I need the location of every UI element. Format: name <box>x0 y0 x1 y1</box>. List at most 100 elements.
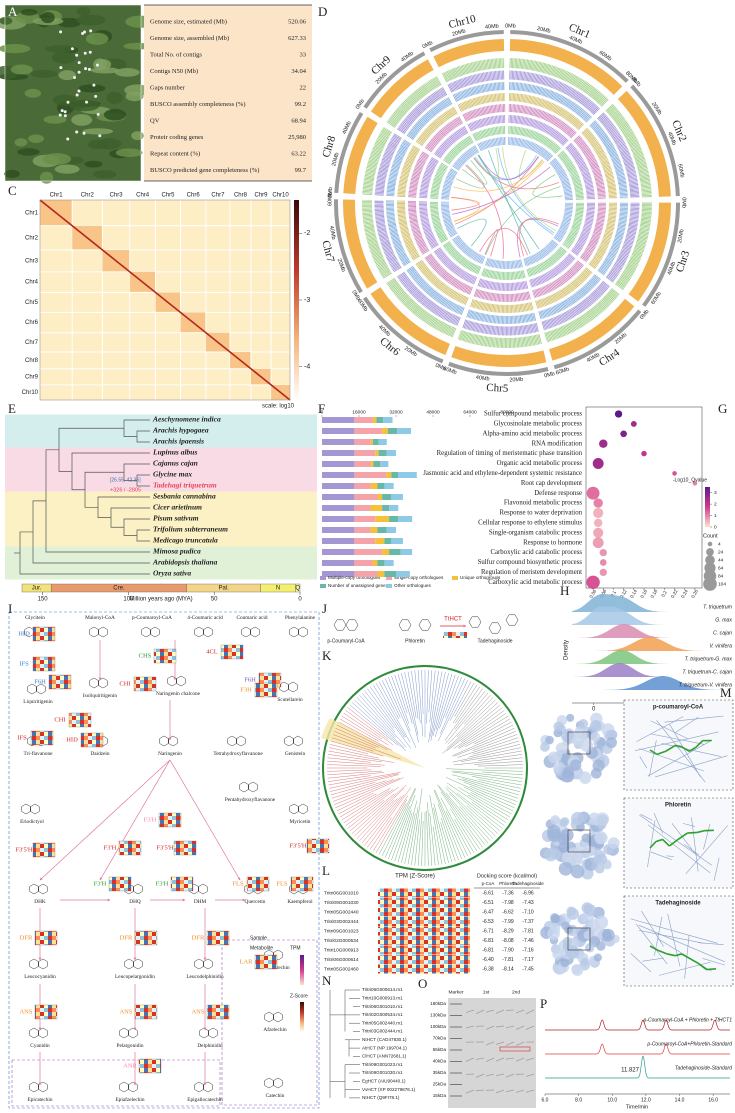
bar-segment <box>384 560 394 566</box>
go-dot <box>593 498 603 508</box>
protein-surface <box>593 953 602 962</box>
track-ring <box>441 201 458 238</box>
ligand <box>697 829 705 834</box>
track-ring <box>508 126 562 155</box>
compound-label: Catechin <box>266 1093 285 1099</box>
bar-segment <box>322 461 355 467</box>
tree-leaf <box>440 678 466 734</box>
compound-label: 4-Coumaric acid <box>187 615 223 621</box>
residue <box>639 814 712 866</box>
enzyme-label: IFS <box>19 660 29 667</box>
mb-tick-label: 0Mb <box>544 371 556 379</box>
chromosome-ideogram <box>510 30 629 83</box>
legend-label: TPM <box>290 945 301 951</box>
bar-segment <box>372 560 378 566</box>
protein-surface <box>560 828 574 842</box>
tree-leaf <box>444 688 483 741</box>
track-ring <box>430 162 449 200</box>
tree-leaf <box>345 787 399 826</box>
molecule-ring <box>273 1077 283 1089</box>
docking-score: -6.38 <box>482 966 494 972</box>
tree-leaf <box>469 785 516 805</box>
leaf <box>0 17 13 25</box>
ligand <box>666 953 676 957</box>
mb-tick-label: 40Mb <box>342 120 353 135</box>
leaf <box>78 84 106 93</box>
enzyme-label: F6H <box>244 676 256 683</box>
track-ring <box>362 126 393 196</box>
gene-change: +326 / -2805 <box>110 487 141 493</box>
table-label: Total No. of contigs <box>150 51 202 58</box>
tree-leaf <box>354 699 405 748</box>
ligand <box>649 840 657 849</box>
residue <box>638 924 725 963</box>
flower <box>75 53 79 57</box>
density-curve <box>572 663 732 677</box>
bar-segment <box>354 417 373 423</box>
docking-score: -7.99 <box>502 919 514 925</box>
tree-leaf <box>454 819 475 853</box>
tree-leaf <box>335 727 380 748</box>
gel-band <box>475 1009 485 1015</box>
table-value: 33 <box>300 51 307 58</box>
tpm-heatmap <box>378 945 470 955</box>
scale-label: scale: log10 <box>262 404 295 410</box>
panel-label: H <box>560 583 569 598</box>
synteny-link <box>502 147 556 231</box>
legend-label: Number of unassigned genes <box>328 583 389 588</box>
gene-label: Tritri06G001010.m1 <box>362 1004 403 1009</box>
photo-frame <box>4 4 142 182</box>
protein-surface <box>571 811 585 826</box>
ligand <box>681 745 690 752</box>
ligand <box>665 744 676 752</box>
expression-heatmap <box>206 1004 230 1020</box>
mb-tick-label: 20Mb <box>336 258 346 273</box>
hic-left-label: Chr7 <box>25 340 39 346</box>
table-value: 99.7 <box>295 167 307 174</box>
track-ring <box>386 200 411 267</box>
x-tick-label: 0.16 <box>639 588 648 599</box>
series-label: T. triquetrum-C. cajan <box>682 669 732 675</box>
tree-leaf <box>372 795 408 852</box>
residue <box>667 913 681 967</box>
ligand <box>656 750 666 756</box>
protein-surface <box>607 837 620 849</box>
enzyme-label: F3'H <box>104 844 117 851</box>
track-ring <box>433 39 505 68</box>
flower <box>72 75 76 79</box>
track-ring <box>424 116 464 153</box>
x-tick-label: 150 <box>38 597 49 603</box>
species-label: Aeschynomene indica <box>152 415 221 424</box>
tree-leaf <box>435 673 453 731</box>
leaf <box>71 114 93 126</box>
table-header: TPM (Z-Score) <box>395 874 435 880</box>
track-ring <box>469 298 534 313</box>
bar-segment <box>354 560 373 566</box>
tpm-heatmap <box>378 898 470 907</box>
molecule-ring <box>98 677 108 689</box>
track-ring <box>452 234 486 265</box>
mb-tick-label: 40Mb <box>667 261 678 276</box>
tree-leaf <box>459 806 491 841</box>
enzyme-label: F3H <box>240 686 252 693</box>
molecule-ring <box>29 883 39 895</box>
gene-id: Tritri09G001023 <box>324 928 359 934</box>
legend-swatch <box>386 584 392 588</box>
enzyme-label: IFS <box>17 734 27 741</box>
zoom-view <box>623 895 734 987</box>
track-ring <box>451 345 547 367</box>
track-ring <box>557 150 584 201</box>
expression-heatmap <box>32 842 56 858</box>
bar-segment <box>375 450 379 456</box>
go-dot <box>641 450 647 457</box>
tree-leaf <box>331 780 387 799</box>
legend-bar <box>300 1002 304 1032</box>
tpm-heatmap <box>378 964 470 974</box>
docking-score: -6.96 <box>522 890 534 896</box>
track-ring <box>508 104 577 139</box>
docking-score: -7.46 <box>522 938 534 944</box>
marker-label: 130kDa <box>430 1013 446 1018</box>
residue <box>649 740 657 777</box>
enzyme-label: ANR <box>123 1062 137 1069</box>
leaf <box>43 115 67 124</box>
